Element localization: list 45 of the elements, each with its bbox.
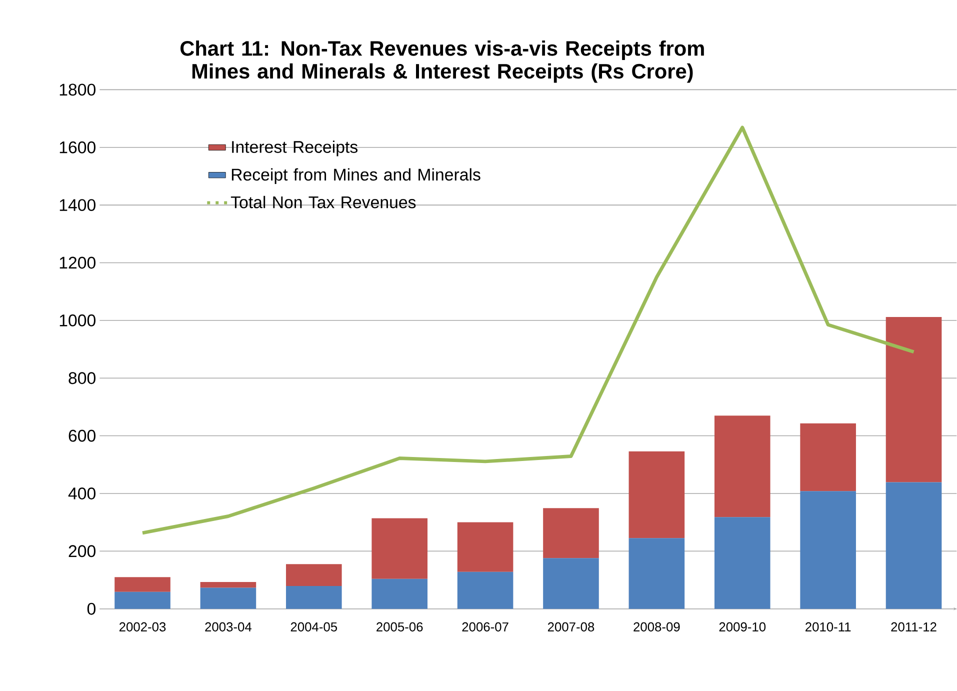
chart-title: Chart 11: Non-Tax Revenues vis-a-vis Receipts from Mines and Minerals & Interest Receipts (Rs Crore): [180, 40, 704, 83]
y-tick-label: 600: [68, 430, 96, 442]
bar: [372, 579, 428, 610]
x-tick-label: 2010-11: [806, 622, 851, 632]
x-tick-label: 2005-06: [376, 622, 423, 632]
bar: [628, 538, 685, 610]
y-tick-label: 1200: [60, 256, 96, 269]
x-tick-label: 2011-12: [891, 622, 936, 632]
bar: [543, 558, 599, 610]
bar: [286, 586, 342, 610]
line-series: [140, 126, 916, 535]
bar: [200, 588, 256, 610]
x-tick-label: 2006-07: [462, 622, 508, 632]
y-tick-label: 1000: [60, 314, 96, 327]
x-tick-label: 2002-03: [119, 622, 166, 632]
y-tick-label: 1800: [60, 84, 96, 96]
bar: [800, 424, 856, 492]
bar: [628, 452, 685, 538]
x-tick-label: 2009-10: [719, 622, 766, 632]
bar: [714, 416, 770, 518]
x-tick-label: 2004-05: [290, 622, 338, 632]
legend-label: Total Non Tax Revenues: [230, 196, 416, 208]
bar: [886, 482, 942, 610]
bar: [114, 592, 170, 610]
y-tick-label: 800: [68, 372, 96, 384]
legend-label: Interest Receipts: [232, 140, 358, 157]
bar: [800, 491, 856, 610]
y-tick-label: 1600: [60, 142, 96, 154]
bar: [114, 577, 170, 592]
x-tick-label: 2003-04: [205, 622, 252, 632]
bar: [457, 572, 514, 610]
bar: [457, 522, 514, 572]
legend-label: Receipt from Mines and Minerals: [232, 168, 480, 184]
y-tick-label: 400: [68, 488, 96, 500]
bar: [286, 564, 342, 586]
bar: [543, 508, 599, 558]
y-tick-label: 0: [87, 603, 96, 616]
bar: [372, 518, 428, 580]
bar: [714, 517, 770, 610]
x-tick-label: 2007-08: [548, 622, 594, 632]
bar: [886, 317, 942, 482]
y-tick-label: 200: [68, 545, 96, 558]
bar: [200, 582, 256, 588]
x-tick-label: 2008-09: [634, 622, 680, 632]
y-tick-label: 1400: [60, 199, 96, 212]
